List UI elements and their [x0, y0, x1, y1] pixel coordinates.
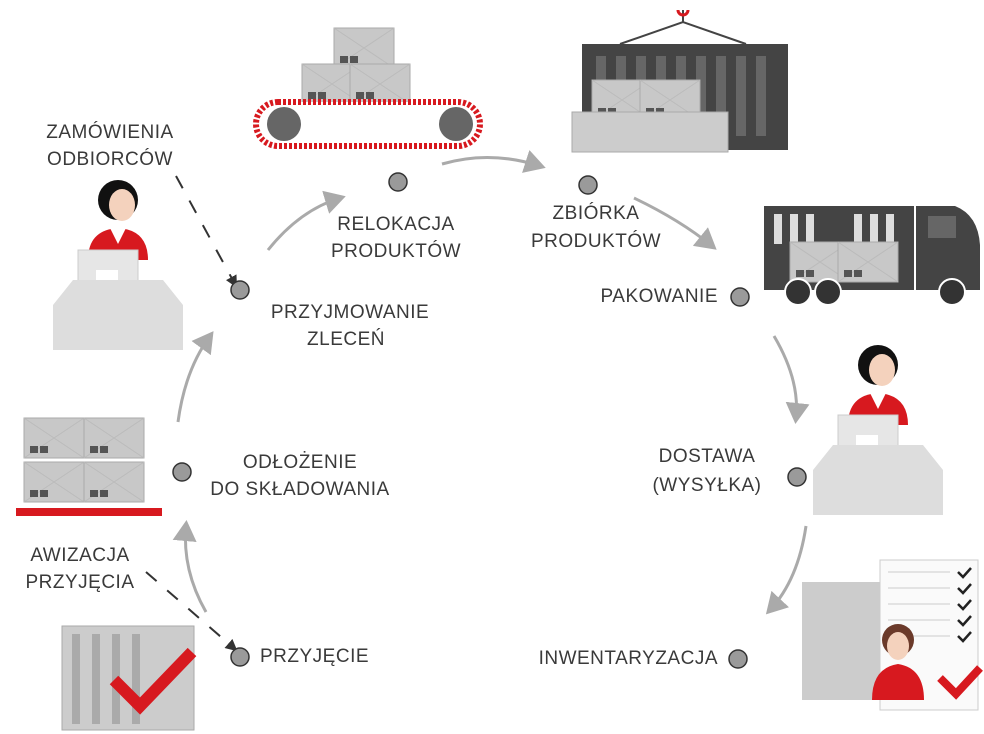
- container: [572, 10, 788, 152]
- step-label: ZLECEŃ: [307, 329, 385, 350]
- step-label: (WYSYŁKA): [652, 475, 761, 496]
- step-label: ZBIÓRKA: [553, 202, 640, 224]
- conveyor: [256, 28, 480, 146]
- diagram: ZAMÓWIENIA ODBIORCÓW PRZYJMOWANIE ZLECEŃ…: [0, 0, 984, 734]
- agent-left: [53, 180, 183, 350]
- step-label: ODŁOŻENIE: [243, 452, 357, 473]
- step-label: PRZYJMOWANIE: [271, 302, 429, 323]
- step-label: ZAMÓWIENIA: [46, 121, 173, 143]
- inventory: [802, 560, 980, 710]
- step-label: AWIZACJA: [30, 545, 129, 566]
- received-crate: [62, 626, 194, 730]
- step-label: PRZYJĘCIE: [260, 646, 369, 667]
- truck: [764, 206, 980, 305]
- step-label: ODBIORCÓW: [47, 148, 173, 170]
- step-label: PRODUKTÓW: [331, 240, 461, 262]
- step-label: PRZYJĘCIA: [25, 572, 134, 593]
- agent-right: [813, 345, 943, 515]
- step-label: DO SKŁADOWANIA: [210, 479, 389, 500]
- step-label: PAKOWANIE: [601, 286, 718, 307]
- step-label: DOSTAWA: [659, 446, 756, 467]
- step-label: INWENTARYZACJA: [539, 648, 718, 669]
- storage-pallet: [16, 418, 162, 516]
- step-dots: [173, 173, 806, 668]
- step-label: RELOKACJA: [337, 214, 454, 235]
- flow-arrows: [146, 157, 806, 650]
- step-label: PRODUKTÓW: [531, 230, 661, 252]
